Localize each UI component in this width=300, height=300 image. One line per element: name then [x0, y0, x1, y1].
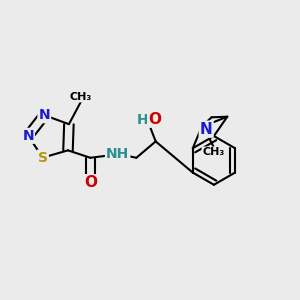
- Text: CH₃: CH₃: [202, 147, 225, 158]
- Text: N: N: [38, 108, 50, 122]
- Text: N: N: [22, 129, 34, 143]
- Text: N: N: [200, 122, 212, 137]
- Text: H: H: [137, 113, 149, 127]
- Text: NH: NH: [106, 147, 129, 161]
- Text: S: S: [38, 151, 48, 165]
- Text: CH₃: CH₃: [70, 92, 92, 101]
- Text: O: O: [84, 175, 97, 190]
- Text: O: O: [148, 112, 161, 127]
